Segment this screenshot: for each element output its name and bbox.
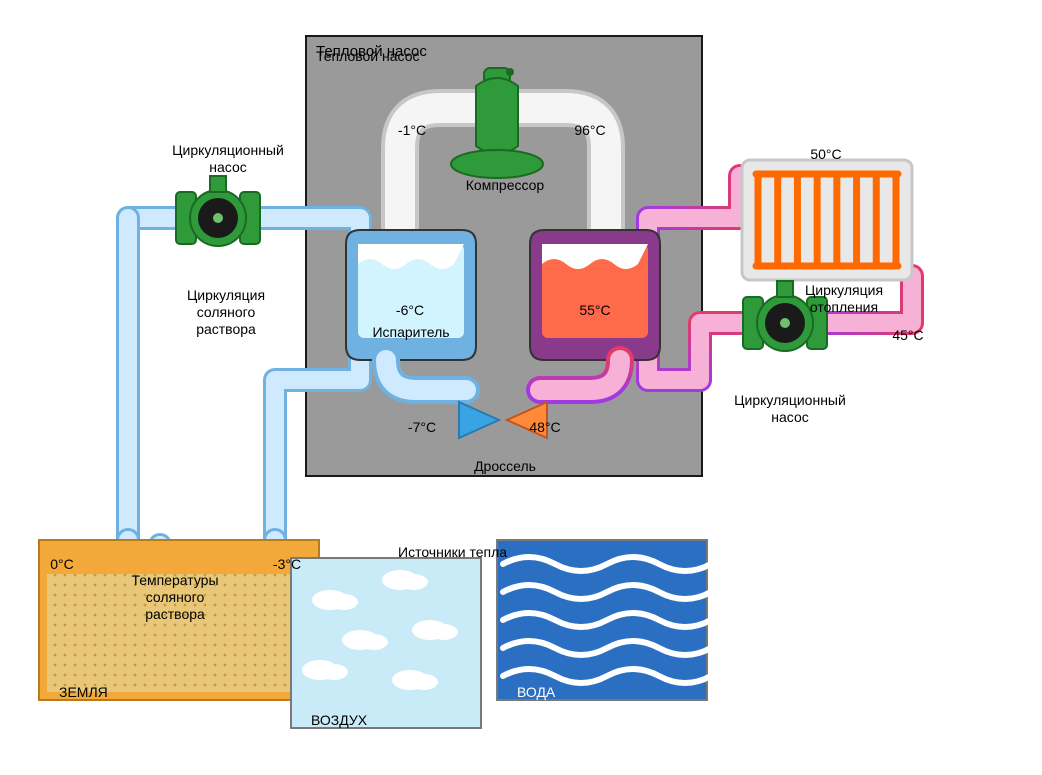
sources-label: Источники тепла <box>398 544 598 561</box>
ground-label: ЗЕМЛЯ <box>59 684 159 701</box>
throttle-label: Дроссель <box>445 458 565 475</box>
temp-condenser: 55°C <box>560 302 630 319</box>
pump-left-label-top: Циркуляционныйнасос <box>138 142 318 176</box>
evaporator-label: Испаритель <box>351 324 471 341</box>
temp-throttle-left: -7°C <box>392 419 452 436</box>
brine-temp-label: Температурысоляногораствора <box>100 572 250 622</box>
temp-compressor-out: 96°C <box>560 122 620 139</box>
pump-right-label-top: Циркуляцияотопления <box>764 282 924 316</box>
radiator <box>742 160 912 280</box>
pump-left-label-bottom: Циркуляциясоляногораствора <box>146 287 306 337</box>
air-label: ВОЗДУХ <box>311 712 411 729</box>
temp-compressor-in: -1°C <box>382 122 442 139</box>
temp-ground-out: -3°C <box>262 556 312 573</box>
pump-right-label-bottom: Циркуляционныйнасос <box>700 392 880 426</box>
temp-ground-in: 0°C <box>37 556 87 573</box>
temp-radiator-top: 50°C <box>796 146 856 163</box>
air-source <box>291 558 481 728</box>
temp-evaporator: -6°C <box>375 302 445 319</box>
compressor-label: Компрессор <box>435 177 575 194</box>
water-label: ВОДА <box>517 684 617 701</box>
circulation-pump-left <box>176 176 260 246</box>
diagram-stage: Тепловой насос Тепловой насосКомпрессор-… <box>0 0 1042 770</box>
temp-throttle-right: 48°C <box>515 419 575 436</box>
heat-pump-label: Тепловой насос <box>316 48 516 65</box>
temp-radiator-bottom: 45°C <box>878 327 938 344</box>
diagram-svg: Тепловой насос <box>0 0 1042 770</box>
water-source <box>497 540 711 700</box>
